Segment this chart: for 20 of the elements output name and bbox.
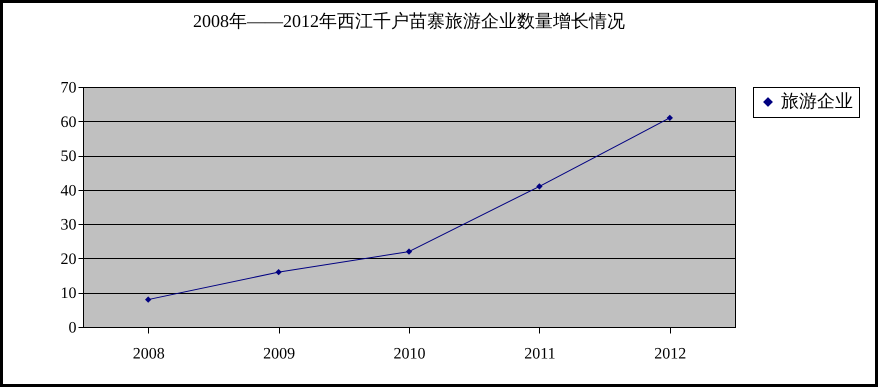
point <box>536 183 543 190</box>
point <box>666 114 673 122</box>
legend-label: 旅游企业 <box>781 91 853 111</box>
chart-title: 2008年——2012年西江千户苗寨旅游企业数量增长情况 <box>193 11 625 31</box>
x-tick-label: 2008 <box>132 346 165 362</box>
x-tick-label: 2010 <box>394 346 426 362</box>
y-tick-label: 0 <box>68 320 76 336</box>
y-tick-label: 10 <box>60 285 76 302</box>
y-tick-label: 30 <box>60 216 76 234</box>
y-tick-label: 20 <box>60 250 76 268</box>
point <box>406 248 412 255</box>
y-tick-label: 50 <box>60 148 76 166</box>
x-tick-label: 2012 <box>654 346 686 362</box>
x-tick-label: 2011 <box>524 346 556 362</box>
y-tick-label: 60 <box>60 114 76 131</box>
y-tick-label: 40 <box>60 182 76 200</box>
y-tick-label: 70 <box>60 80 76 96</box>
x-tick-label: 2009 <box>263 346 296 362</box>
point <box>275 268 282 276</box>
point <box>145 296 152 303</box>
